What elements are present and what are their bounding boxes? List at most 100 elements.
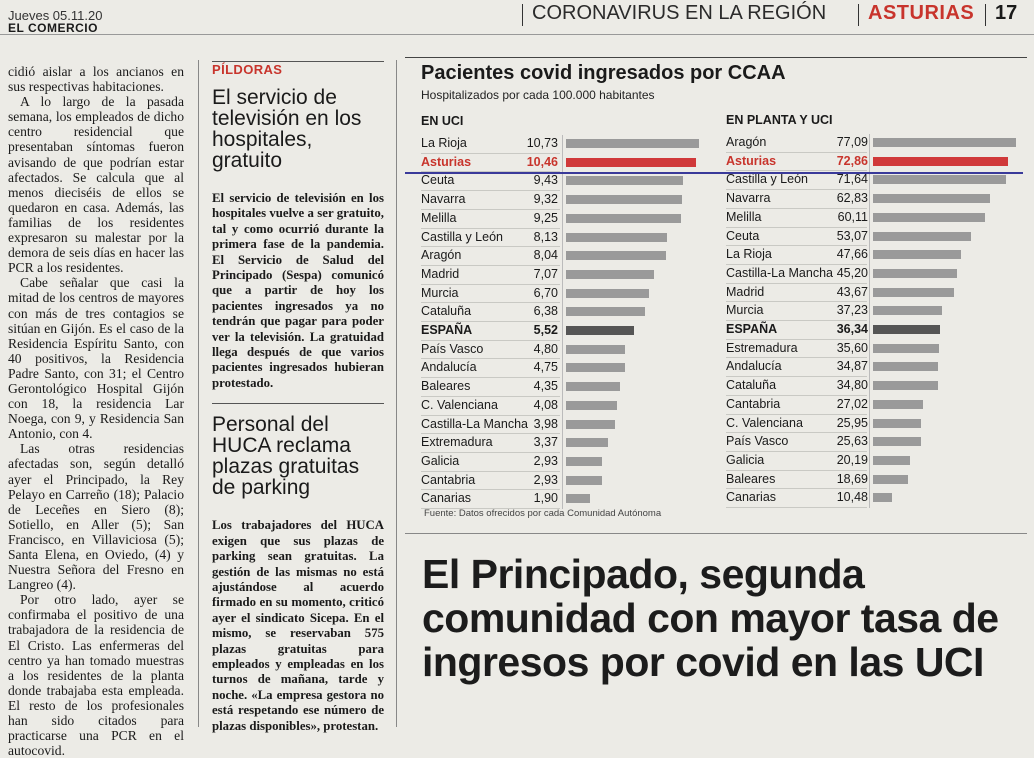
bar-row: Andalucía 4,75 (421, 359, 705, 377)
value-label: 9,25 (533, 210, 558, 225)
value-label: 3,37 (533, 435, 558, 450)
bar (566, 195, 682, 205)
row-separator (726, 301, 867, 303)
value-label: 25,63 (836, 434, 868, 449)
category-label: Galicia (726, 452, 765, 467)
row-separator (421, 152, 560, 154)
category-label: ESPAÑA (726, 322, 778, 336)
row-separator (421, 508, 560, 509)
row-separator (726, 320, 867, 321)
paragraph: Cabe señalar que casi la mitad de los ce… (8, 275, 184, 442)
bar-row: Cataluña 6,38 (421, 303, 705, 321)
bar-row: Melilla 9,25 (421, 210, 705, 228)
row-separator (421, 321, 560, 322)
row-separator (726, 432, 867, 434)
value-label: 2,93 (533, 453, 558, 468)
row-separator (726, 207, 867, 209)
row-separator (726, 151, 867, 153)
bar (566, 232, 667, 242)
bar-row: Cataluña 34,80 (726, 377, 1022, 395)
category-label: Andalucía (421, 360, 477, 375)
newspaper-name: EL COMERCIO (8, 21, 98, 35)
value-label: 34,80 (836, 378, 868, 393)
bar (873, 250, 962, 260)
bar (873, 138, 1016, 147)
value-label: 37,23 (836, 303, 868, 318)
category-label: Madrid (726, 284, 765, 299)
value-label: 60,11 (837, 209, 868, 224)
bar (873, 455, 911, 465)
value-label: 4,08 (533, 397, 558, 412)
value-label: 5,52 (533, 323, 558, 337)
bar-row: Murcia 6,70 (421, 285, 705, 303)
brief-title: El servicio de televisión en los hospita… (212, 86, 362, 172)
value-label: 4,75 (533, 360, 558, 375)
bar-row: Cantabria 2,93 (421, 472, 705, 490)
bar-row: Galicia 2,93 (421, 453, 705, 471)
bar (566, 494, 590, 504)
category-label: Cataluña (726, 378, 777, 393)
bar-row: Melilla 60,11 (726, 209, 1022, 227)
value-label: 1,90 (533, 491, 558, 506)
brief-body: El servicio de televisión en los hospita… (212, 191, 384, 390)
value-label: 7,07 (533, 266, 558, 281)
row-separator (726, 413, 867, 415)
value-label: 45,20 (836, 265, 868, 280)
bar (873, 493, 893, 503)
paragraph: A lo largo de la pasada semana, los empl… (8, 94, 184, 276)
row-separator (421, 264, 560, 266)
row-separator (726, 226, 867, 228)
row-separator (726, 282, 867, 284)
category-label: Cantabria (726, 396, 781, 411)
bar (873, 306, 943, 316)
category-label: Ceuta (421, 173, 455, 188)
panel-title-planta: EN PLANTA Y UCI (726, 113, 833, 127)
row-separator (421, 377, 560, 379)
category-label: Estremadura (726, 340, 798, 355)
row-separator (726, 507, 867, 508)
bar (873, 437, 921, 447)
bar (873, 418, 922, 428)
value-column-divider (869, 134, 870, 508)
bar-row: Estremadura 35,60 (726, 340, 1022, 358)
row-separator (421, 395, 560, 397)
category-label: Aragón (726, 135, 767, 149)
category-label: Canarias (726, 490, 777, 505)
bar (566, 176, 683, 186)
headline-rule (405, 533, 1027, 534)
row-separator (726, 376, 867, 378)
value-label: 10,48 (836, 490, 868, 505)
category-label: Canarias (421, 491, 472, 506)
bar-row: Castilla-La Mancha 3,98 (421, 416, 705, 434)
bar-row: La Rioja 47,66 (726, 246, 1022, 264)
bar (566, 475, 603, 485)
bar (566, 419, 616, 429)
bar (566, 139, 699, 148)
bar (873, 325, 941, 334)
bar (566, 400, 617, 410)
bar-row: Aragón 8,04 (421, 247, 705, 265)
row-separator (421, 227, 560, 229)
value-label: 35,60 (836, 340, 868, 355)
category-label: La Rioja (421, 136, 467, 150)
row-separator (421, 208, 560, 210)
section-kicker: PÍLDORAS (212, 62, 283, 77)
value-label: 3,98 (533, 416, 558, 431)
header-rule (0, 34, 1034, 35)
chart-title: Pacientes covid ingresados por CCAA (421, 62, 786, 84)
category-label: Murcia (726, 303, 764, 318)
bar (873, 381, 938, 391)
row-separator (726, 263, 867, 265)
category-label: La Rioja (726, 247, 772, 262)
value-label: 9,43 (533, 173, 558, 188)
value-label: 4,80 (533, 341, 558, 356)
bar (566, 251, 666, 261)
bar-row: Canarias 10,48 (726, 489, 1022, 507)
value-label: 72,86 (836, 153, 868, 168)
brief-title: Personal del HUCA reclama plazas gratuit… (212, 413, 360, 500)
bar-row: País Vasco 4,80 (421, 341, 705, 359)
value-label: 9,32 (533, 192, 558, 207)
row-separator (726, 357, 867, 359)
category-label: Asturias (421, 154, 472, 169)
bar (873, 194, 990, 204)
